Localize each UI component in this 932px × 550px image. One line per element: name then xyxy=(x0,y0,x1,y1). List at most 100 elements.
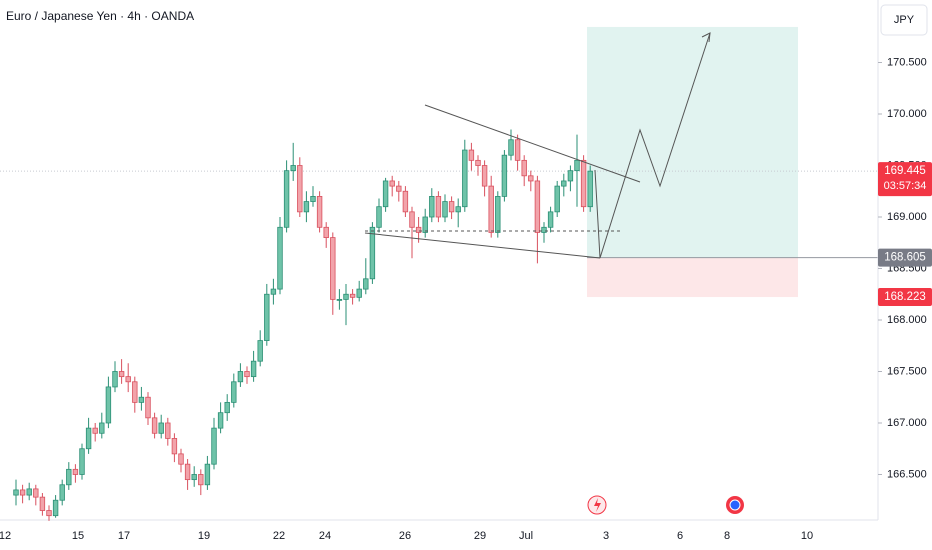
candle-body xyxy=(138,396,145,403)
candle-body xyxy=(580,159,587,208)
candle-body xyxy=(277,226,283,290)
projection-arrowhead xyxy=(701,32,711,43)
candle-body xyxy=(79,448,85,475)
trendline-lower xyxy=(364,232,601,259)
candle-body xyxy=(310,196,316,202)
candle-body xyxy=(217,412,224,429)
candle-body xyxy=(508,139,514,156)
candle-body xyxy=(429,196,435,218)
candle-body xyxy=(237,371,244,383)
candle-body xyxy=(363,278,369,290)
candle-body xyxy=(448,201,455,213)
candle-body xyxy=(283,170,290,228)
price-tag-label: 168.223 xyxy=(884,291,926,303)
x-tick-label: Jul xyxy=(519,530,533,542)
candle-body xyxy=(541,226,547,233)
y-tick-label: 166.500 xyxy=(887,468,927,480)
candle-body xyxy=(323,226,329,238)
currency-label[interactable]: JPY xyxy=(894,14,915,26)
x-tick-label: 19 xyxy=(198,530,210,542)
candle-body xyxy=(382,180,389,208)
x-tick-label: 10 xyxy=(801,530,813,542)
candle-body xyxy=(257,340,263,362)
event-icons xyxy=(587,495,744,515)
price-tag-label: 169.445 xyxy=(884,165,926,177)
candle-body xyxy=(72,468,79,475)
drawings xyxy=(364,32,711,259)
candle-body xyxy=(422,216,428,233)
price-tag-label: 168.605 xyxy=(884,252,926,264)
candle-body xyxy=(132,381,138,403)
candle-body xyxy=(521,159,527,177)
currency-box[interactable] xyxy=(880,4,928,36)
candle-body xyxy=(250,360,257,378)
price-tag-countdown: 03:57:34 xyxy=(884,180,927,192)
candle-body xyxy=(59,484,65,501)
trendline-upper xyxy=(424,104,641,183)
candle-body xyxy=(303,201,310,213)
candle-body xyxy=(574,159,580,172)
x-tick-label: 12 xyxy=(0,530,11,542)
candle-body xyxy=(514,139,521,161)
candle-body xyxy=(435,196,442,218)
candle-body xyxy=(184,463,191,481)
candle-body xyxy=(52,499,59,517)
y-tick-label: 170.000 xyxy=(887,108,927,120)
candle-body xyxy=(455,206,461,213)
candle-body xyxy=(475,159,481,166)
candle-body xyxy=(567,170,574,182)
candle-body xyxy=(316,196,323,228)
candle-body xyxy=(178,453,184,465)
candle-body xyxy=(356,288,362,298)
x-tick-label: 29 xyxy=(474,530,486,542)
candle-body xyxy=(336,298,343,301)
candle-body xyxy=(125,376,131,383)
y-tick-label: 168.000 xyxy=(887,314,927,326)
event-icon-globe-inner xyxy=(729,499,741,511)
x-tick-label: 22 xyxy=(273,530,285,542)
candle-body xyxy=(171,438,178,455)
candle-body xyxy=(211,427,217,465)
candle-body xyxy=(290,165,296,172)
x-tick-label: 3 xyxy=(603,530,609,542)
x-tick-label: 17 xyxy=(118,530,130,542)
candle-body xyxy=(389,180,395,187)
candle-body xyxy=(151,417,158,434)
x-tick-label: 15 xyxy=(72,530,84,542)
candle-body xyxy=(297,165,303,213)
candle-body xyxy=(264,293,270,341)
candle-body xyxy=(534,180,541,233)
candle-body xyxy=(19,489,26,496)
candle-body xyxy=(468,149,475,161)
candle-body xyxy=(587,170,593,208)
x-tick-label: 26 xyxy=(399,530,411,542)
symbol-title: Euro / Japanese Yen · 4h · OANDA xyxy=(6,9,194,23)
candle-body xyxy=(165,422,171,439)
y-tick-label: 170.500 xyxy=(887,56,927,68)
candle-body xyxy=(244,371,250,378)
candle-body xyxy=(402,190,409,213)
candle-body xyxy=(561,180,567,187)
candle-body xyxy=(66,468,72,486)
candle-body xyxy=(442,201,448,218)
loss-zone xyxy=(587,257,798,298)
candle-body xyxy=(13,489,19,496)
x-tick-label: 6 xyxy=(677,530,683,542)
candle-body xyxy=(85,427,92,450)
candle-body xyxy=(462,149,468,208)
candle-body xyxy=(554,185,560,213)
candle-body xyxy=(488,185,494,233)
candle-body xyxy=(369,226,376,280)
candles xyxy=(0,129,878,521)
candle-body xyxy=(46,510,52,517)
candle-body xyxy=(204,463,211,486)
candle-body xyxy=(112,371,118,388)
candle-body xyxy=(481,165,488,187)
candle-body xyxy=(343,293,349,300)
candle-body xyxy=(409,211,415,228)
candle-body xyxy=(158,422,164,434)
price-tag xyxy=(878,288,932,307)
candle-body xyxy=(547,211,554,228)
profit-zone xyxy=(587,26,798,258)
